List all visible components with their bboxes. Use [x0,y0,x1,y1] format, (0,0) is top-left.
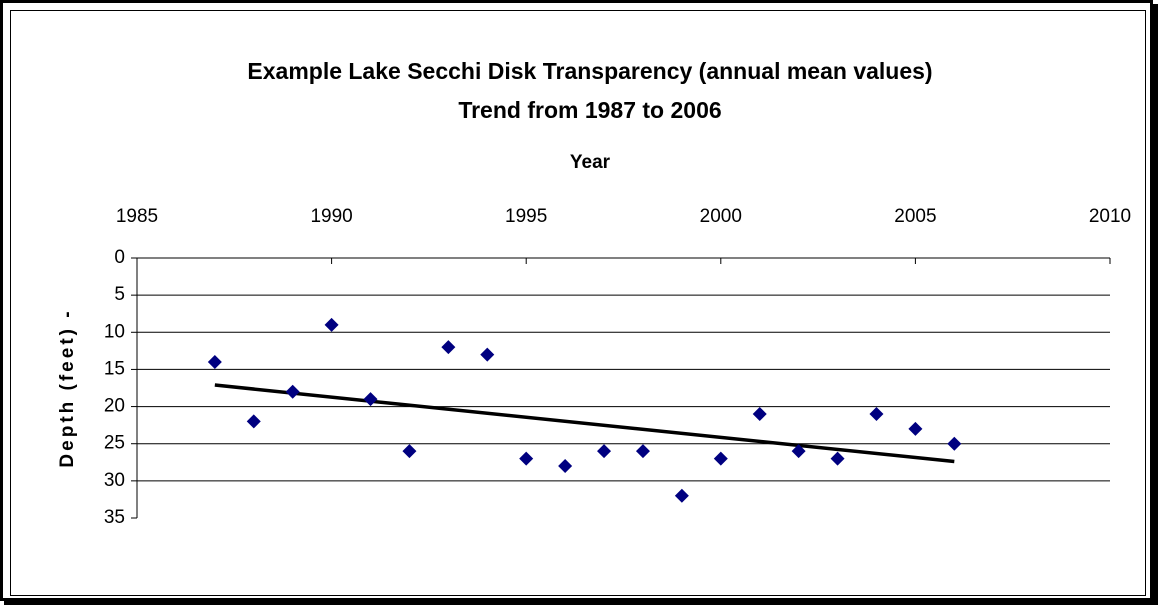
chart-border [10,10,1146,596]
y-axis-title: Depth (feet) - [57,308,78,467]
point [207,355,222,369]
y-tick-label: 0 [114,247,125,268]
y-tick-label: 35 [104,507,125,528]
point [635,444,650,459]
chart-title: Example Lake Secchi Disk Transparency (a… [247,58,932,84]
point [246,414,261,429]
point [791,444,806,459]
frame-shadow [4,599,1158,605]
point [869,407,884,421]
point [830,451,845,466]
y-tick-label: 5 [114,284,125,305]
point [324,317,339,332]
y-tick-label: 25 [104,433,125,454]
point [752,407,767,421]
x-tick-label: 2000 [700,206,742,227]
point [519,451,534,466]
x-tick-label: 2005 [894,206,936,227]
point [713,451,728,466]
point [285,384,300,399]
x-tick-label: 2010 [1089,206,1131,227]
x-tick-label: 1985 [116,206,158,227]
trend-line [214,383,955,464]
point [363,392,378,407]
point [947,436,962,451]
y-tick-label: 15 [104,358,125,379]
point [908,421,923,436]
point [441,340,456,355]
x-axis-title: Year [570,152,611,173]
point [402,444,417,459]
point [480,347,495,362]
point [597,444,612,459]
y-tick-label: 10 [104,321,125,342]
x-tick-label: 1990 [310,206,352,227]
chart-subtitle: Trend from 1987 to 2006 [458,97,721,123]
y-tick-label: 20 [104,396,125,417]
y-tick-label: 30 [104,470,125,491]
x-tick-label: 1995 [505,206,547,227]
point [558,459,573,473]
point [674,488,689,503]
frame-shadow [1152,4,1158,604]
